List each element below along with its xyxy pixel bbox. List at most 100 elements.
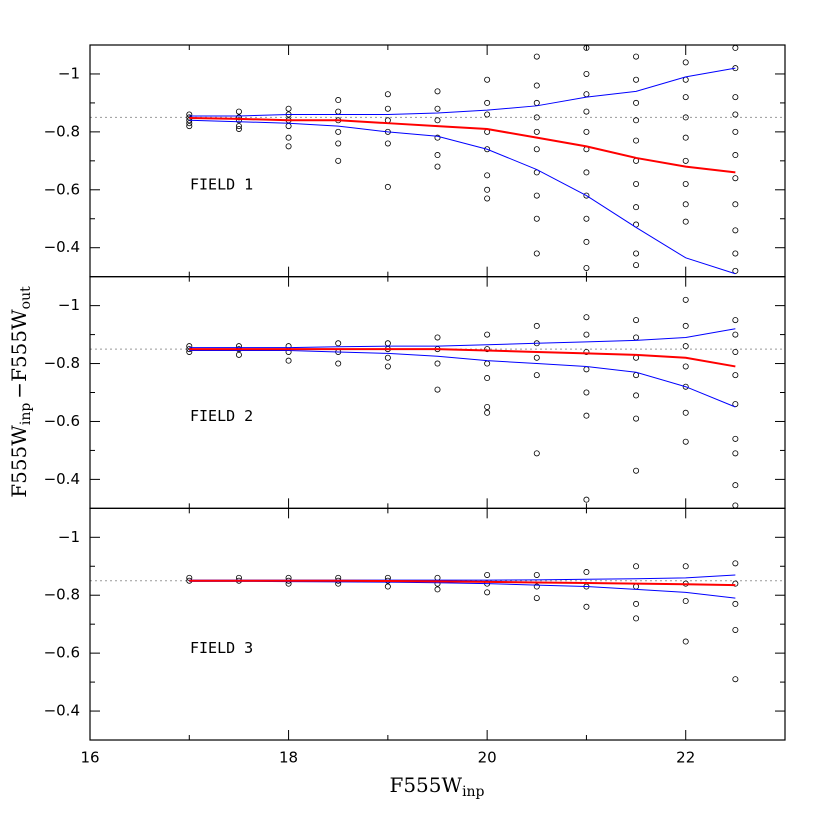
y-tick-label: −1 xyxy=(58,528,80,546)
data-point xyxy=(533,128,540,135)
y-tick-label: −0.8 xyxy=(44,586,80,604)
data-point xyxy=(633,117,640,124)
data-point xyxy=(682,134,689,141)
data-point xyxy=(434,117,441,124)
data-point xyxy=(583,264,590,271)
data-point xyxy=(682,201,689,208)
data-point xyxy=(533,250,540,257)
panel-frame xyxy=(89,44,786,278)
field-label: FIELD 1 xyxy=(190,176,253,194)
data-point xyxy=(484,375,491,382)
data-point xyxy=(484,111,491,118)
y-label-main: −F555W xyxy=(7,309,31,399)
data-point xyxy=(682,94,689,101)
data-point xyxy=(732,580,739,587)
y-label-main: F555W xyxy=(7,425,31,498)
data-point xyxy=(732,201,739,208)
data-point xyxy=(583,366,590,373)
data-point xyxy=(633,372,640,379)
data-point xyxy=(583,128,590,135)
data-point xyxy=(285,134,292,141)
x-label-main: F555W xyxy=(389,773,462,797)
x-tick-label: 20 xyxy=(478,749,497,767)
data-point xyxy=(533,372,540,379)
data-point xyxy=(533,354,540,361)
data-point xyxy=(434,88,441,95)
field-label: FIELD 2 xyxy=(190,407,253,425)
data-point xyxy=(682,363,689,370)
y-tick-label: −0.8 xyxy=(44,122,80,140)
data-point xyxy=(384,140,391,147)
data-point xyxy=(732,317,739,324)
data-point xyxy=(732,502,739,509)
data-point xyxy=(732,227,739,234)
data-point xyxy=(533,215,540,222)
data-point xyxy=(583,70,590,77)
data-point xyxy=(583,91,590,98)
data-point xyxy=(484,195,491,202)
data-point xyxy=(633,137,640,144)
data-point xyxy=(633,204,640,211)
data-point xyxy=(533,583,540,590)
data-point xyxy=(235,117,242,124)
data-point xyxy=(186,123,193,130)
data-point xyxy=(434,152,441,159)
data-point xyxy=(682,409,689,416)
data-point xyxy=(484,403,491,410)
data-point xyxy=(335,340,342,347)
data-point xyxy=(583,603,590,610)
data-point xyxy=(633,76,640,83)
data-point xyxy=(682,563,689,570)
data-point xyxy=(583,331,590,338)
data-point xyxy=(633,615,640,622)
data-point xyxy=(583,348,590,355)
y-tick-label: −1 xyxy=(58,64,80,82)
data-point xyxy=(682,322,689,329)
data-point xyxy=(583,569,590,576)
data-point xyxy=(484,360,491,367)
data-point xyxy=(285,105,292,112)
panel-frame xyxy=(89,507,786,741)
data-point xyxy=(484,99,491,106)
data-point xyxy=(484,331,491,338)
data-point xyxy=(682,638,689,645)
data-point xyxy=(484,589,491,596)
data-point xyxy=(682,296,689,303)
data-point xyxy=(434,360,441,367)
data-point xyxy=(484,172,491,179)
y-label-sub: inp xyxy=(18,403,34,425)
data-point xyxy=(484,571,491,578)
data-point xyxy=(583,314,590,321)
series-line xyxy=(189,350,736,408)
data-point xyxy=(633,392,640,399)
data-point xyxy=(732,94,739,101)
data-point xyxy=(335,360,342,367)
y-tick-label: −0.4 xyxy=(44,470,80,488)
data-point xyxy=(384,340,391,347)
data-point xyxy=(732,626,739,633)
data-point xyxy=(732,175,739,182)
data-point xyxy=(335,128,342,135)
data-point xyxy=(235,351,242,358)
data-point xyxy=(533,114,540,121)
data-point xyxy=(732,348,739,355)
data-point xyxy=(732,676,739,683)
data-point xyxy=(533,192,540,199)
data-point xyxy=(484,146,491,153)
x-axis-label: F555Winp xyxy=(389,773,484,801)
data-point xyxy=(235,114,242,121)
data-point xyxy=(583,389,590,396)
data-point xyxy=(384,363,391,370)
y-tick-label: −0.8 xyxy=(44,354,80,372)
data-point xyxy=(633,317,640,324)
data-point xyxy=(434,105,441,112)
data-point xyxy=(434,386,441,393)
data-point xyxy=(484,186,491,193)
data-point xyxy=(434,334,441,341)
x-tick-label: 18 xyxy=(279,749,298,767)
data-point xyxy=(335,157,342,164)
data-point xyxy=(533,146,540,153)
data-point xyxy=(533,322,540,329)
data-point xyxy=(533,450,540,457)
